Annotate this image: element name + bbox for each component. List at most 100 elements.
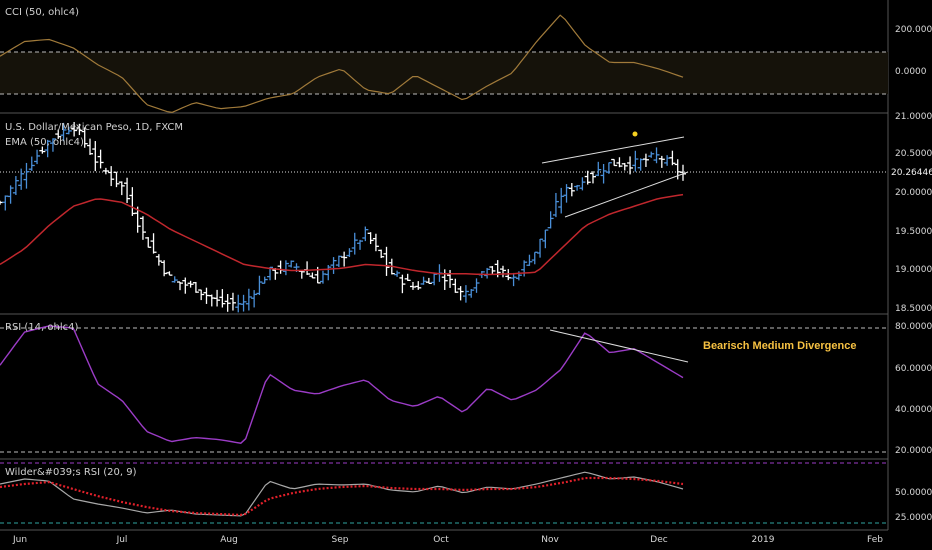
- wilders-rsi-tick: 25.0000: [895, 513, 932, 523]
- price-candle: [658, 155, 665, 168]
- price-candle: [441, 269, 448, 290]
- x-axis-label: Oct: [433, 535, 449, 545]
- price-candle: [627, 156, 634, 175]
- price-candle: [468, 289, 475, 298]
- price-candle: [2, 195, 9, 211]
- price-candle: [362, 226, 369, 242]
- price-panel: [0, 122, 689, 313]
- price-candle: [367, 232, 374, 245]
- price-candle: [489, 266, 496, 275]
- price-candle: [589, 171, 596, 184]
- price-candle: [282, 260, 289, 276]
- price-candle: [420, 276, 427, 285]
- price-candle: [653, 147, 660, 164]
- x-axis-label: Aug: [220, 535, 238, 545]
- ema-label: EMA (50, ohlc4): [5, 137, 84, 148]
- price-candle: [531, 251, 538, 265]
- price-tick: 18.50000: [895, 304, 932, 314]
- price-candle: [648, 151, 655, 158]
- price-candle: [39, 146, 46, 154]
- price-candle: [335, 255, 342, 268]
- price-candle: [404, 273, 411, 281]
- price-candle: [198, 289, 205, 301]
- price-candle: [325, 265, 332, 281]
- wrsi-line: [0, 471, 684, 517]
- x-axis-label: Dec: [650, 535, 668, 545]
- price-candle: [113, 171, 120, 188]
- price-candle: [155, 254, 162, 266]
- rsi-tick: 60.0000: [895, 364, 932, 374]
- cci-panel: [0, 14, 888, 114]
- price-candle: [605, 162, 612, 174]
- price-candle: [177, 281, 184, 291]
- price-candle: [394, 270, 401, 277]
- rsi-line: [0, 325, 684, 444]
- price-candle: [611, 158, 618, 167]
- price-candle: [124, 177, 131, 203]
- price-candle: [102, 167, 109, 175]
- price-candle: [452, 278, 459, 293]
- price-tick: 20.00000: [895, 188, 932, 198]
- price-candle: [425, 277, 432, 285]
- price-candle: [49, 138, 56, 152]
- price-candle: [219, 289, 226, 308]
- price-candle: [664, 155, 671, 166]
- price-candle: [235, 294, 242, 313]
- price-candle: [23, 162, 30, 189]
- price-candle: [621, 162, 628, 171]
- price-candle: [473, 278, 480, 293]
- price-candle: [510, 272, 517, 287]
- last-price-badge: 20.26446: [890, 166, 932, 181]
- price-candle: [637, 158, 644, 171]
- rsi-label: RSI (14, ohlc4): [5, 322, 79, 333]
- rsi-tick: 20.0000: [895, 446, 932, 456]
- price-candle: [642, 153, 649, 167]
- price-candle: [357, 239, 364, 250]
- wedge-upper-line: [541, 136, 685, 164]
- price-candle: [526, 254, 533, 266]
- price-candle: [65, 126, 72, 135]
- cci-tick: 200.0000: [895, 25, 932, 35]
- price-candle: [632, 150, 639, 172]
- price-candle: [87, 138, 94, 155]
- price-candle: [431, 273, 438, 286]
- x-axis-label: Nov: [541, 535, 559, 545]
- price-candle: [224, 294, 231, 312]
- price-candle: [12, 176, 19, 196]
- price-candle: [18, 168, 25, 190]
- price-candle: [415, 281, 422, 290]
- price-tick: 19.00000: [895, 265, 932, 275]
- price-candle: [304, 261, 311, 275]
- price-candle: [547, 211, 554, 229]
- price-candle: [484, 267, 491, 279]
- price-title: U.S. Dollar/Mexican Peso, 1D, FXCM: [5, 122, 184, 133]
- price-candle: [34, 149, 41, 165]
- price-candle: [341, 251, 348, 267]
- price-candle: [521, 260, 528, 277]
- price-candle: [537, 238, 544, 258]
- price-candle: [409, 281, 416, 290]
- price-candle: [457, 286, 464, 301]
- signal-dot: [632, 131, 638, 137]
- price-candle: [669, 150, 676, 166]
- price-candle: [383, 246, 390, 276]
- x-axis-label: Sep: [331, 535, 349, 545]
- price-candle: [563, 184, 570, 203]
- price-candle: [171, 276, 178, 283]
- price-candle: [552, 192, 559, 218]
- price-candle: [44, 139, 51, 158]
- price-candle: [208, 294, 215, 307]
- price-candle: [55, 129, 62, 139]
- price-candle: [579, 177, 586, 191]
- x-axis-label: Feb: [867, 535, 883, 545]
- price-candle: [81, 127, 88, 148]
- price-candle: [229, 292, 236, 311]
- price-candle: [214, 289, 221, 307]
- price-candle: [574, 184, 581, 191]
- price-candle: [288, 260, 295, 268]
- price-candle: [351, 232, 358, 255]
- wedge-lower-line: [564, 171, 689, 218]
- price-candle: [203, 287, 210, 304]
- price-candle: [372, 233, 379, 252]
- price-candle: [97, 149, 104, 169]
